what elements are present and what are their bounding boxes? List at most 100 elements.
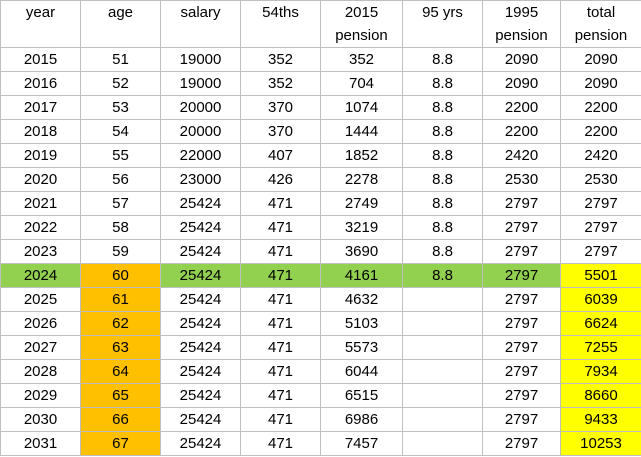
data-row: 2029 65 25424 471 6515 2797 8660 — [0, 383, 641, 408]
cell: 62 — [80, 311, 161, 336]
cell: 471 — [240, 335, 321, 360]
cell: 2019 — [0, 143, 81, 168]
cell: 2797 — [560, 215, 641, 240]
cell: 352 — [240, 71, 321, 96]
cell: 2018 — [0, 119, 81, 144]
data-row: 2019 55 22000 407 1852 8.8 2420 2420 — [0, 143, 641, 168]
data-row: 2021 57 25424 471 2749 8.8 2797 2797 — [0, 191, 641, 216]
cell — [402, 407, 483, 432]
cell: 22000 — [160, 143, 241, 168]
cell: 7255 — [560, 335, 641, 360]
header-cell: 2015 — [320, 0, 403, 24]
cell: 52 — [80, 71, 161, 96]
cell: 370 — [240, 95, 321, 120]
data-row: 2022 58 25424 471 3219 8.8 2797 2797 — [0, 215, 641, 240]
cell: 2797 — [482, 431, 561, 456]
cell: 2028 — [0, 359, 81, 384]
cell: 65 — [80, 383, 161, 408]
cell: 3690 — [320, 239, 403, 264]
cell: 370 — [240, 119, 321, 144]
cell: 4632 — [320, 287, 403, 312]
cell: 2530 — [482, 167, 561, 192]
cell: 2031 — [0, 431, 81, 456]
cell: 704 — [320, 71, 403, 96]
cell — [402, 383, 483, 408]
cell: 471 — [240, 239, 321, 264]
cell: 67 — [80, 431, 161, 456]
cell: 2090 — [482, 71, 561, 96]
cell: 8.8 — [402, 95, 483, 120]
cell — [402, 359, 483, 384]
cell: 61 — [80, 287, 161, 312]
cell: 2797 — [482, 311, 561, 336]
cell: 471 — [240, 359, 321, 384]
cell: 2797 — [482, 287, 561, 312]
cell: 25424 — [160, 407, 241, 432]
cell: 2200 — [560, 119, 641, 144]
cell: 58 — [80, 215, 161, 240]
data-row: 2023 59 25424 471 3690 8.8 2797 2797 — [0, 239, 641, 264]
cell: 2024 — [0, 263, 81, 288]
cell: 2278 — [320, 167, 403, 192]
cell: 25424 — [160, 359, 241, 384]
data-row: 2025 61 25424 471 4632 2797 6039 — [0, 287, 641, 312]
cell: 57 — [80, 191, 161, 216]
cell: 6986 — [320, 407, 403, 432]
cell: 1852 — [320, 143, 403, 168]
cell: 23000 — [160, 167, 241, 192]
cell — [402, 335, 483, 360]
cell: 3219 — [320, 215, 403, 240]
header-cell: pension — [560, 24, 641, 48]
header-cell: 1995 — [482, 0, 561, 24]
cell: 56 — [80, 167, 161, 192]
data-row: 2024 60 25424 471 4161 8.8 2797 5501 — [0, 263, 641, 288]
cell: 471 — [240, 311, 321, 336]
cell: 2420 — [560, 143, 641, 168]
cell: 6044 — [320, 359, 403, 384]
cell: 25424 — [160, 383, 241, 408]
header-cell: 54ths — [240, 0, 321, 24]
cell: 2021 — [0, 191, 81, 216]
data-row: 2016 52 19000 352 704 8.8 2090 2090 — [0, 71, 641, 96]
cell: 8.8 — [402, 47, 483, 72]
data-row: 2031 67 25424 471 7457 2797 10253 — [0, 431, 641, 456]
cell: 2022 — [0, 215, 81, 240]
cell: 2029 — [0, 383, 81, 408]
cell: 2023 — [0, 239, 81, 264]
cell: 19000 — [160, 47, 241, 72]
cell: 2749 — [320, 191, 403, 216]
cell: 8660 — [560, 383, 641, 408]
cell: 2200 — [482, 95, 561, 120]
cell: 25424 — [160, 191, 241, 216]
cell: 5501 — [560, 263, 641, 288]
cell: 51 — [80, 47, 161, 72]
cell: 8.8 — [402, 263, 483, 288]
cell: 7457 — [320, 431, 403, 456]
cell: 8.8 — [402, 143, 483, 168]
cell: 2016 — [0, 71, 81, 96]
cell — [402, 311, 483, 336]
cell: 2090 — [482, 47, 561, 72]
cell: 471 — [240, 383, 321, 408]
header-cell — [0, 24, 81, 48]
cell: 20000 — [160, 95, 241, 120]
cell: 471 — [240, 215, 321, 240]
cell: 5573 — [320, 335, 403, 360]
cell: 6515 — [320, 383, 403, 408]
cell: 2530 — [560, 167, 641, 192]
cell: 25424 — [160, 311, 241, 336]
cell — [402, 287, 483, 312]
cell: 6624 — [560, 311, 641, 336]
cell: 8.8 — [402, 119, 483, 144]
cell: 352 — [320, 47, 403, 72]
cell: 60 — [80, 263, 161, 288]
cell: 55 — [80, 143, 161, 168]
cell: 2090 — [560, 71, 641, 96]
cell: 64 — [80, 359, 161, 384]
cell: 25424 — [160, 239, 241, 264]
cell: 54 — [80, 119, 161, 144]
cell: 2015 — [0, 47, 81, 72]
header-cell — [240, 24, 321, 48]
